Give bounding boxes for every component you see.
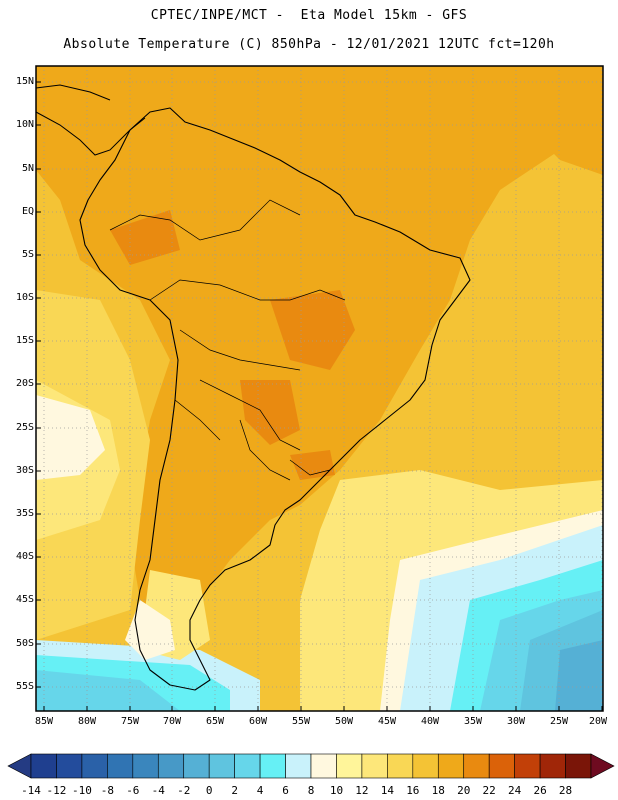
country-borders [109,199,346,481]
colorbar-label: 8 [307,784,315,797]
lat-label: 10N [15,119,34,130]
colorbar-swatch [132,753,159,779]
caribbean-coastline [35,84,111,101]
lat-label: EQ [21,206,34,217]
lat-label: 30S [15,465,34,476]
lon-label: 30W [506,716,526,727]
colorbar-label: 14 [380,784,394,797]
colorbar-swatch [336,753,363,779]
lon-label: 20W [588,716,608,727]
field-8-patagonia [125,600,175,660]
colorbar-label: -10 [71,784,92,797]
field-20-core-4 [110,210,180,265]
south-america-coastline [79,107,471,691]
colorbar-swatch [30,753,57,779]
colorbar-label: -8 [100,784,114,797]
lat-label: 20S [15,378,34,389]
colorbar-label: -14 [21,784,41,797]
title-line-2: Absolute Temperature (C) 850hPa - 12/01/… [63,37,555,52]
lat-label: 25S [15,422,34,433]
graticule [36,66,603,711]
colorbar-label: -12 [46,784,67,797]
colorbar-label: 18 [431,784,445,797]
field-20-core-1 [270,290,355,370]
lon-label: 45W [377,716,397,727]
lon-label: 80W [77,716,97,727]
colorbar-swatch [81,753,108,779]
lat-label: 55S [15,681,34,692]
colorbar-label: 6 [282,784,289,797]
title-line-1: CPTEC/INPE/MCT - Eta Model 15km - GFS [150,8,468,23]
colorbar-label: 16 [406,784,420,797]
lon-label: 70W [162,716,182,727]
lat-label: 40S [15,551,34,562]
lon-label: 60W [248,716,268,727]
colorbar-label: 28 [558,784,573,797]
colorbar-swatch [514,753,541,779]
axis-ticks [36,81,603,711]
lat-label: 15N [15,76,34,87]
colorbar-label: -4 [151,784,165,797]
lat-label: 5S [21,249,34,260]
colorbar-label: 2 [231,784,238,797]
colorbar-label: 12 [355,784,369,797]
field-2-south [36,670,180,711]
map-frame [35,65,604,712]
lat-label: 45S [15,594,34,605]
field-8-pacific [36,395,105,480]
field-20-core-3 [290,450,335,480]
colorbar-swatch [310,753,337,779]
lon-label: 85W [34,716,54,727]
field-neg2-atlantic [555,640,603,711]
colorbar-label: -2 [177,784,191,797]
colorbar-swatch [208,753,235,779]
field-18-ne-atlantic [470,66,603,175]
field-20-core-2 [240,380,300,445]
lat-label: 35S [15,508,34,519]
colorbar-swatch [565,753,592,779]
colorbar-swatch [234,753,261,779]
colorbar-label: 20 [457,784,471,797]
colorbar-swatch [56,753,83,779]
lon-label: 75W [120,716,140,727]
colorbar-swatch [412,753,439,779]
lon-label: 35W [463,716,483,727]
lon-label: 55W [291,716,311,727]
lon-label: 40W [420,716,440,727]
lon-label: 25W [549,716,569,727]
lon-label: 50W [334,716,354,727]
lat-label: 15S [15,335,34,346]
colorbar-swatch [157,753,185,779]
colorbar-swatch [361,753,388,779]
central-america-coastline [35,111,146,156]
colorbar-label: 26 [533,784,547,797]
lat-label: 5N [21,163,34,174]
colorbar-swatch [285,753,312,779]
colorbar-swatch [387,753,414,779]
lat-label: 10S [15,292,34,303]
colorbar-swatch [259,753,286,779]
colorbar-swatch [488,753,515,779]
colorbar-label: 24 [508,784,522,797]
colorbar [7,753,615,779]
colorbar-label: 10 [329,784,344,797]
colorbar-low-cap [7,753,32,779]
lon-label: 65W [205,716,225,727]
colorbar-swatch [463,753,490,779]
colorbar-label: -6 [126,784,140,797]
colorbar-swatch [183,753,210,779]
colorbar-label: 0 [205,784,213,797]
colorbar-label: 4 [256,784,264,797]
lat-label: 50S [15,638,34,649]
colorbar-swatch [437,753,465,779]
colorbar-swatch [539,753,566,779]
colorbar-swatch [107,753,134,779]
colorbar-high-cap [590,753,615,779]
colorbar-label: 22 [482,784,496,797]
